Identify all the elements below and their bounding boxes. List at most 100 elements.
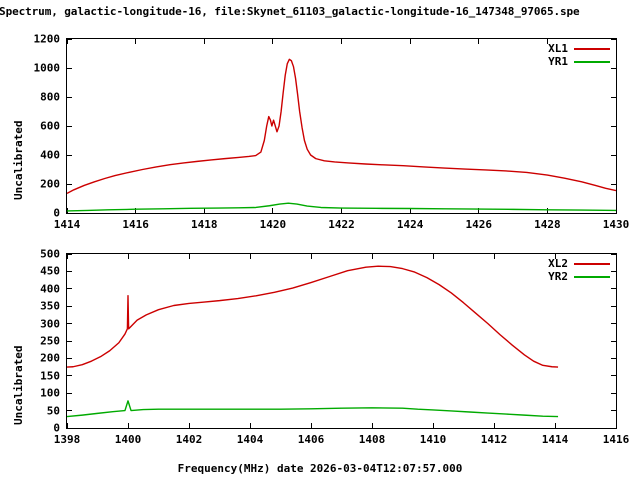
x-tick-mark-top <box>409 38 411 44</box>
x-tick-mark <box>310 423 312 429</box>
x-tick-mark-top <box>432 253 434 259</box>
y-tick-label: 0 <box>53 206 60 220</box>
x-tick-mark-top <box>66 253 68 259</box>
x-tick-mark <box>66 208 68 214</box>
y-tick-mark-right <box>611 375 617 377</box>
y-tick-mark <box>66 253 72 255</box>
y-tick-mark-right <box>611 270 617 272</box>
top-spectrum-panel: Uncalibrated 0 200 400 600 800 1000 1200 1414 1… <box>0 30 640 232</box>
y-tick-mark-right <box>611 427 617 429</box>
y-tick-label: 250 <box>40 334 60 348</box>
x-tick-label: 1418 <box>191 218 218 231</box>
x-tick-mark-top <box>554 253 556 259</box>
y-tick-mark-right <box>611 305 617 307</box>
series-line-yr2 <box>67 400 559 418</box>
y-tick-label: 100 <box>40 386 60 400</box>
y-tick-label: 400 <box>40 148 60 162</box>
x-tick-mark <box>188 423 190 429</box>
x-tick-mark <box>432 423 434 429</box>
y-tick-label: 500 <box>40 247 60 261</box>
y-tick-mark-right <box>611 323 617 325</box>
y-tick-label: 0 <box>53 421 60 435</box>
legend-label-yr2: YR2 <box>548 270 568 283</box>
x-tick-label: 1404 <box>236 433 264 446</box>
y-tick-label: 200 <box>40 351 60 365</box>
x-tick-mark-top <box>615 253 617 259</box>
x-tick-mark <box>249 423 251 429</box>
legend-swatch-xl2 <box>574 262 610 265</box>
y-tick-mark <box>66 410 72 412</box>
x-tick-label: 1398 <box>53 433 81 446</box>
legend-swatch-yr1 <box>574 60 610 63</box>
y-tick-mark-right <box>611 154 617 156</box>
y-tick-mark <box>66 357 72 359</box>
y-tick-mark-right <box>611 38 617 40</box>
x-tick-mark <box>554 423 556 429</box>
bottom-plot-canvas <box>67 265 559 418</box>
window-title: S Spectrum, galactic-longitude-16, file:… <box>0 5 580 18</box>
y-tick-mark <box>66 270 72 272</box>
bottom-legend: XL2 YR2 <box>500 257 610 283</box>
y-tick-mark <box>66 125 72 127</box>
legend-swatch-yr2 <box>574 275 610 278</box>
legend-entry-yr1: YR1 <box>500 55 610 68</box>
x-tick-mark-top <box>493 253 495 259</box>
x-tick-mark-top <box>66 38 68 44</box>
y-tick-mark-right <box>611 392 617 394</box>
x-tick-mark <box>272 208 274 214</box>
top-legend: XL1 YR1 <box>500 42 610 68</box>
legend-label-xl1: XL1 <box>548 42 568 55</box>
y-tick-mark <box>66 67 72 69</box>
x-tick-mark <box>546 208 548 214</box>
y-tick-mark <box>66 288 72 290</box>
x-tick-label: 1414 <box>53 218 81 231</box>
x-tick-label: 1416 <box>602 433 630 446</box>
x-tick-mark <box>493 423 495 429</box>
x-tick-mark <box>127 423 129 429</box>
x-tick-label: 1430 <box>602 218 630 231</box>
y-tick-label: 300 <box>40 317 60 331</box>
x-tick-label: 1406 <box>297 433 325 446</box>
legend-entry-xl1: XL1 <box>500 42 610 55</box>
x-tick-mark-top <box>135 38 137 44</box>
legend-label-yr1: YR1 <box>548 55 568 68</box>
x-tick-label: 1400 <box>114 433 142 446</box>
x-tick-mark-top <box>272 38 274 44</box>
y-tick-mark <box>66 154 72 156</box>
y-tick-mark <box>66 340 72 342</box>
x-tick-mark <box>615 208 617 214</box>
x-tick-label: 1416 <box>122 218 149 231</box>
y-tick-mark <box>66 96 72 98</box>
y-tick-label: 1000 <box>33 61 61 75</box>
x-tick-label: 1424 <box>396 218 424 231</box>
x-tick-label: 1426 <box>465 218 493 231</box>
x-tick-mark <box>135 208 137 214</box>
x-tick-label: 1402 <box>175 433 203 446</box>
y-tick-mark-right <box>611 340 617 342</box>
x-tick-mark-top <box>203 38 205 44</box>
x-tick-mark-top <box>546 38 548 44</box>
x-tick-mark-top <box>127 253 129 259</box>
y-tick-label: 450 <box>40 264 60 278</box>
y-tick-label: 200 <box>40 177 60 191</box>
y-tick-mark <box>66 212 72 214</box>
y-tick-mark-right <box>611 125 617 127</box>
y-tick-mark <box>66 38 72 40</box>
y-tick-label: 50 <box>46 404 60 418</box>
x-tick-mark <box>409 208 411 214</box>
y-tick-mark-right <box>611 288 617 290</box>
series-line-yr1 <box>67 202 616 212</box>
x-tick-mark-top <box>188 253 190 259</box>
legend-entry-yr2: YR2 <box>500 270 610 283</box>
x-tick-label: 1412 <box>480 433 508 446</box>
bottom-plot-frame <box>66 253 617 429</box>
top-plot-frame <box>66 38 617 214</box>
legend-entry-xl2: XL2 <box>500 257 610 270</box>
x-tick-mark <box>66 423 68 429</box>
x-tick-mark-top <box>310 253 312 259</box>
x-tick-label: 1408 <box>358 433 386 446</box>
y-tick-mark-right <box>611 67 617 69</box>
x-tick-mark-top <box>249 253 251 259</box>
y-tick-label: 600 <box>40 119 60 133</box>
y-tick-mark <box>66 305 72 307</box>
